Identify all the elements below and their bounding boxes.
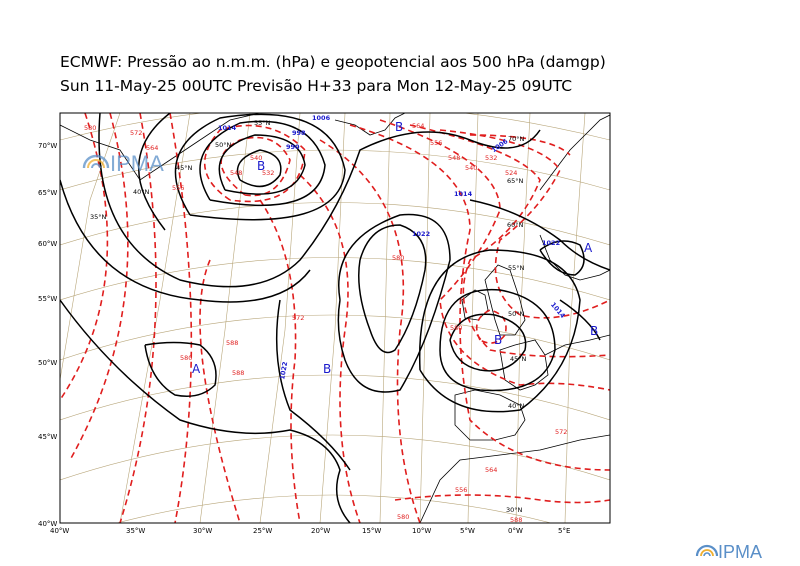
isobar-label: 998 [292, 129, 306, 137]
isobar-label: 1006 [312, 114, 331, 122]
geo-label: 580 [392, 254, 404, 262]
axis-label: 60°W [38, 240, 57, 248]
lat-grid-label: 55°N [508, 264, 525, 272]
geo-label: 564 [485, 466, 497, 474]
axis-label: 10°W [412, 527, 431, 535]
ipma-watermark: IPMA [82, 151, 164, 176]
axis-label: 0°W [508, 527, 523, 535]
lat-grid-label: 40°N [508, 402, 525, 410]
geopotential-labels: 580 572 564 556 548 540 532 580 588 572 … [84, 122, 567, 524]
high-center-marker: A [584, 241, 593, 255]
axis-label: 30°W [193, 527, 212, 535]
geo-label: 572 [292, 314, 304, 322]
lat-grid-label: 60°N [507, 221, 524, 229]
axis-label: 70°W [38, 142, 57, 150]
geo-label: 580 [397, 513, 409, 521]
pressure-centers: B A B B A B B [192, 120, 598, 376]
geo-label: 580 [450, 324, 462, 332]
grid-labels: 55°N 50°N 45°N 40°N 35°N 30°N 40°N 45°N … [90, 119, 527, 514]
geo-label: 588 [510, 516, 522, 524]
ipma-logo: IPMA [695, 542, 762, 562]
iberia-coast [454, 389, 526, 441]
isobar-label: 1014 [218, 124, 237, 132]
geo-label: 588 [232, 369, 244, 377]
lat-grid-label: 40°N [133, 188, 150, 196]
lat-grid-label: 65°N [507, 177, 524, 185]
geo-label: 548 [230, 169, 242, 177]
axis-label: 5°E [558, 527, 570, 535]
isobars [60, 113, 610, 523]
scandinavia-coast [539, 114, 610, 281]
axis-label: 40°W [38, 520, 57, 528]
geo-label: 524 [505, 169, 517, 177]
geo-label: 580 [84, 124, 96, 132]
watermark-text: IPMA [110, 151, 164, 176]
axis-label: 25°W [253, 527, 272, 535]
isobar-label: 1022 [278, 361, 289, 380]
geo-label: 532 [262, 169, 274, 177]
lat-grid-label: 70°N [508, 135, 525, 143]
africa-coast [419, 434, 610, 523]
geopotential-contours [60, 113, 610, 523]
axis-label: 65°W [38, 189, 57, 197]
lat-grid-label: 50°N [508, 310, 525, 318]
map-title: ECMWF: Pressão ao n.m.m. (hPa) e geopote… [60, 53, 606, 71]
low-center-marker: B [323, 362, 331, 376]
lat-grid-label: 55°N [254, 119, 271, 127]
geo-label: 580 [180, 354, 192, 362]
lat-grid-label: 45°N [510, 355, 527, 363]
geo-label: 532 [485, 154, 497, 162]
axis-label: 20°W [311, 527, 330, 535]
isobar-label: 1022 [412, 230, 430, 238]
greenland-coast [60, 113, 261, 181]
geo-label: 564 [412, 122, 424, 130]
logo-text: IPMA [718, 542, 762, 562]
lat-grid-label: 45°N [176, 164, 193, 172]
bottom-axis-labels: 40°W 35°W 30°W 25°W 20°W 15°W 10°W 5°W 0… [50, 527, 570, 535]
geo-label: 540 [465, 164, 477, 172]
geo-label: 588 [226, 339, 238, 347]
axis-label: 55°W [38, 295, 57, 303]
low-center-marker: B [395, 120, 403, 134]
lat-grid-label: 50°N [215, 141, 232, 149]
geo-label: 540 [250, 154, 262, 162]
ireland-coast [461, 289, 489, 321]
geo-label: 548 [448, 154, 460, 162]
low-center-marker: B [494, 333, 502, 347]
isobar-label: 990 [286, 143, 300, 151]
geo-label: 572 [130, 129, 142, 137]
isobar-label: 1014 [454, 190, 473, 198]
lat-grid-label: 30°N [506, 506, 523, 514]
geo-label: 572 [555, 428, 567, 436]
britain-coast [484, 264, 526, 336]
geo-label: 556 [455, 486, 467, 494]
geo-label: 556 [172, 184, 184, 192]
axis-label: 35°W [126, 527, 145, 535]
lat-grid-label: 35°N [90, 213, 107, 221]
isobar-label: 1022 [542, 239, 560, 247]
map-subtitle: Sun 11-May-25 00UTC Previsão H+33 para M… [60, 77, 573, 95]
high-center-marker: A [192, 362, 201, 376]
map-border [59, 112, 611, 524]
iceland-coast [334, 113, 406, 136]
geo-label: 556 [430, 139, 442, 147]
geo-label: 564 [146, 144, 158, 152]
axis-label: 5°W [460, 527, 475, 535]
axis-label: 40°W [50, 527, 69, 535]
axis-label: 45°W [38, 433, 57, 441]
axis-label: 50°W [38, 359, 57, 367]
left-axis-labels: 70°W 65°W 60°W 55°W 50°W 45°W 40°W [38, 142, 57, 528]
axis-label: 15°W [362, 527, 381, 535]
low-center-marker: B [590, 324, 598, 338]
france-coast [499, 339, 549, 391]
low-center-marker: B [257, 159, 265, 173]
